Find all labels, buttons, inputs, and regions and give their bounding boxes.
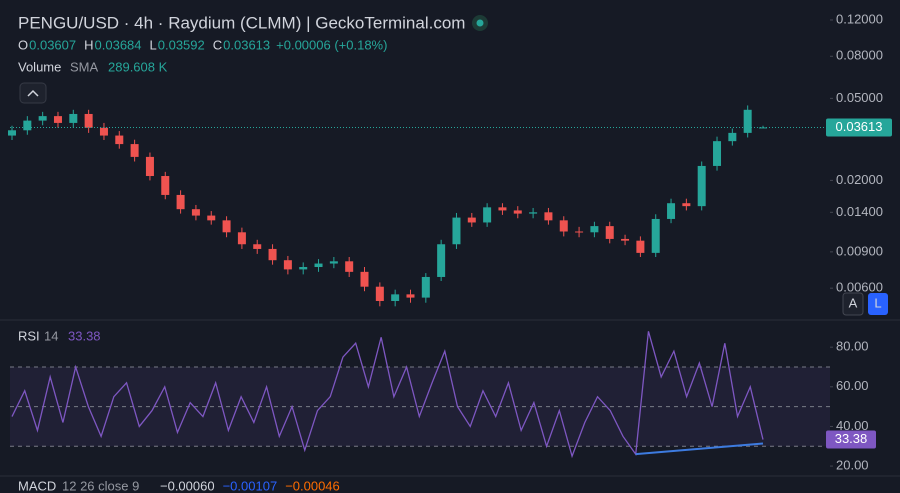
auto-scale-button[interactable] [842,292,864,316]
candle-body [99,127,108,136]
macd-value: −0.00107 [223,478,278,493]
log-scale-button[interactable] [868,293,888,315]
rsi-params: 14 [44,328,58,343]
status-dot [476,19,484,27]
candle-body [575,231,584,233]
candle-body [467,217,476,223]
candle-body [253,244,262,249]
candle-body [161,176,170,195]
candle-body [498,207,507,211]
candle-body [237,232,246,245]
chart-title: PENGU/USD · 4h · Raydium (CLMM) | GeckoT… [18,13,465,32]
candle-body [682,203,691,207]
ohlc-key: H [84,37,93,52]
candle-body [406,294,415,298]
candle-body [38,116,47,121]
candle-body [391,294,400,301]
candle-body [667,203,676,219]
auto-scale-label[interactable]: A [849,295,858,310]
candle-body [544,212,553,221]
candle-body [8,130,16,136]
candle-body [191,209,200,216]
macd-title: MACD [18,478,56,493]
collapse-button[interactable] [19,82,47,104]
macd-value: −0.00060 [160,478,215,493]
log-scale-label[interactable]: L [874,295,881,310]
candle-body [176,194,185,210]
rsi-title: RSI [18,328,40,343]
y-tick-label: 20.00 [836,458,869,473]
candle-body [207,215,216,221]
candle-body [437,244,446,277]
candle-body [268,248,277,261]
change-label: +0.00006 (+0.18%) [276,37,387,52]
candle-body [728,132,737,142]
volume-value: 289.608 K [108,59,168,74]
candle-body [115,135,124,145]
y-tick-label: 0.01400 [836,204,883,219]
rsi-value-box [826,430,876,449]
y-tick-label: 0.00600 [836,280,883,295]
candle-body [299,267,308,270]
ohlc-legend: O 0.03607 H 0.03684 L 0.03592 C 0.03613 +0.00006… [18,37,387,52]
candle-body [145,156,154,177]
rsi-line [11,331,764,459]
candle-body [621,238,630,241]
y-tick-label: 0.08000 [836,48,883,63]
candle-body [421,276,430,298]
candle-body [345,261,354,272]
candle-body [513,210,522,214]
candle-body [375,286,384,301]
ohlc-value: 0.03592 [158,37,205,52]
candle-body [559,220,568,232]
candle-body [360,271,369,287]
macd-params: 12 26 close 9 [62,478,139,493]
rsi-current: 33.38 [68,328,101,343]
ohlc-value: 0.03613 [223,37,270,52]
candle-body [314,263,323,268]
candle-body [697,165,706,207]
ohlc-key: L [150,37,157,52]
candle-body [53,116,62,123]
candle-body [713,141,722,166]
ohlc-key: C [213,37,222,52]
candle-body [69,113,78,123]
trendline [635,442,764,456]
candle-body [23,120,32,131]
collapse-icon [27,89,39,97]
y-tick-label: 80.00 [836,339,869,354]
candle-body [329,261,338,264]
ohlc-value: 0.03684 [95,37,142,52]
candle-body [590,226,599,233]
rsi-value-label: 33.38 [835,431,868,446]
volume-title: Volume [18,59,61,74]
candle-body [483,207,492,223]
candle-body [636,240,645,253]
y-tick-label: 40.00 [836,418,869,433]
candle-body [529,212,538,214]
last-price-label: 0.03613 [836,119,883,134]
candle-body [130,144,139,157]
candle-body [743,109,752,133]
y-tick-label: 0.00900 [836,243,883,258]
y-tick-label: 60.00 [836,378,869,393]
macd-value: −0.00046 [285,478,340,493]
candle-body [283,260,292,270]
ohlc-value: 0.03607 [29,37,76,52]
y-tick-label: 0.05000 [836,90,883,105]
volume-indicator: SMA [70,59,99,74]
y-tick-label: 0.02000 [836,172,883,187]
last-price-box [826,118,892,137]
ohlc-key: O [18,37,28,52]
candle-body [84,113,93,128]
candle-body [222,220,231,233]
y-tick-label: 0.12000 [836,11,883,26]
candle-body [605,226,614,239]
candle-body [651,218,660,253]
candle-body [452,217,461,245]
